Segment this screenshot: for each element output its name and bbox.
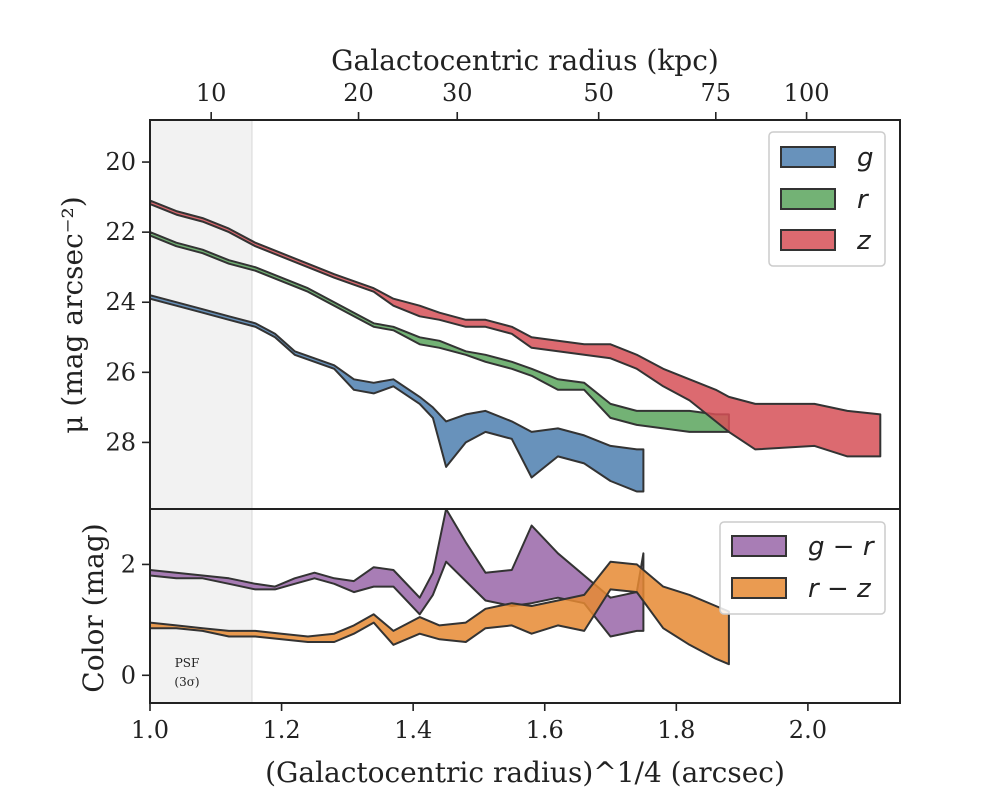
ytick-label-bottom-1: 2: [121, 550, 136, 578]
legend-swatch-r: [780, 188, 836, 210]
top-xtick-label-1: 20: [343, 79, 374, 107]
psf-sigma-label: (3σ): [174, 675, 199, 689]
xtick-label-5: 2.0: [789, 716, 827, 744]
ytick-label-top-0: 20: [105, 148, 136, 176]
top-xtick-label-5: 100: [784, 79, 830, 107]
axes: 20 22 24 26 28 10 20 30 50 75 100 0 2 1.0 1.2 1.4 1.6 1.8…: [105, 79, 829, 744]
psf-shade-top: [150, 120, 252, 509]
y-axis-label-top: μ (mag arcsec⁻²): [56, 196, 89, 433]
legend-label-r: r: [857, 185, 870, 215]
psf-label: PSF: [175, 656, 200, 670]
legend-label-z: z: [856, 226, 872, 256]
top-xtick-label-4: 75: [701, 79, 732, 107]
band-area-0: [150, 294, 645, 493]
legend-label-g-r: g − r: [808, 532, 876, 562]
legend-swatch-r-z: [731, 577, 787, 599]
ytick-label-top-4: 28: [105, 428, 136, 456]
y-axis-label-bottom: Color (mag): [77, 523, 110, 692]
psf-shade-bottom: [150, 509, 252, 703]
top-panel-areas: [150, 199, 882, 493]
band-area-2: [150, 199, 882, 458]
ytick-label-bottom-0: 0: [121, 661, 136, 689]
xtick-label-0: 1.0: [131, 716, 169, 744]
top-xtick-label-2: 30: [442, 79, 473, 107]
legend-label-r-z: r − z: [808, 574, 872, 604]
top-axis-label: Galactocentric radius (kpc): [331, 44, 719, 77]
x-axis-label: (Galactocentric radius)^1/4 (arcsec): [265, 756, 785, 789]
top-xtick-label-0: 10: [196, 79, 227, 107]
legend-label-g: g: [857, 143, 874, 173]
legend-bottom: g − r r − z: [719, 521, 886, 615]
legend-swatch-z: [780, 229, 836, 251]
legend-swatch-g-r: [731, 535, 787, 557]
legend-top: g r z: [768, 131, 886, 267]
bottom-panel-areas: [150, 509, 730, 666]
xtick-label-1: 1.2: [262, 716, 300, 744]
top-xtick-label-3: 50: [583, 79, 614, 107]
xtick-label-2: 1.4: [394, 716, 432, 744]
ytick-label-top-3: 26: [105, 358, 136, 386]
xtick-label-3: 1.6: [526, 716, 564, 744]
legend-swatch-g: [780, 146, 836, 168]
ytick-label-top-1: 22: [105, 218, 136, 246]
color-band-area-1: [150, 560, 730, 666]
xtick-label-4: 1.8: [657, 716, 695, 744]
bottom-panel-frame: [149, 508, 901, 704]
ytick-label-top-2: 24: [105, 288, 136, 316]
